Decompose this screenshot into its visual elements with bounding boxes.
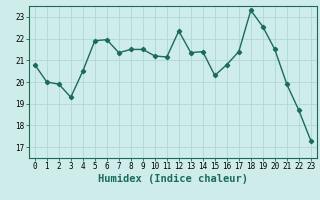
X-axis label: Humidex (Indice chaleur): Humidex (Indice chaleur) bbox=[98, 174, 248, 184]
